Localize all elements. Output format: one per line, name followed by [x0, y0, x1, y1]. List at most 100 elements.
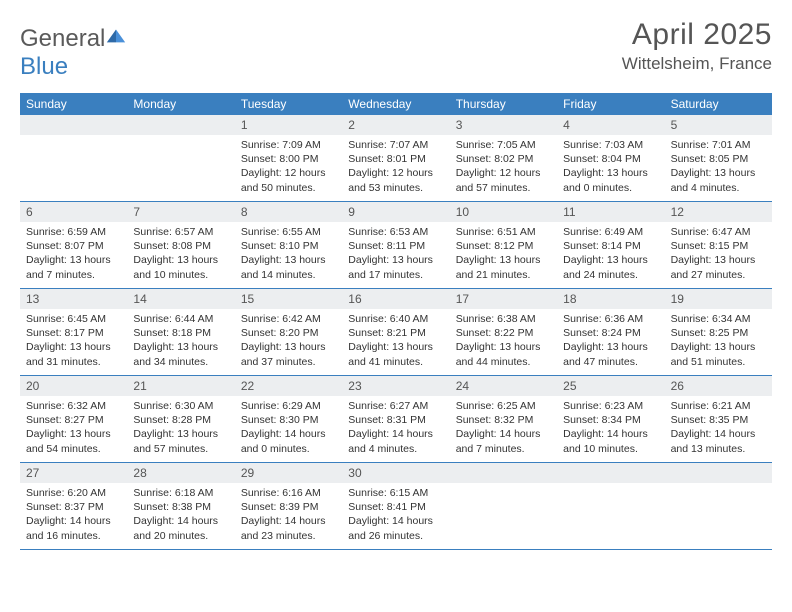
sunrise-line: Sunrise: 6:47 AM — [671, 225, 766, 239]
brand-name: GeneralBlue — [20, 24, 127, 81]
day-content — [665, 483, 772, 543]
day-content: Sunrise: 7:01 AMSunset: 8:05 PMDaylight:… — [665, 135, 772, 199]
daylight-line: Daylight: 13 hours and 4 minutes. — [671, 166, 766, 194]
daylight-line: Daylight: 14 hours and 7 minutes. — [456, 427, 551, 455]
day-cell: 13Sunrise: 6:45 AMSunset: 8:17 PMDayligh… — [20, 289, 127, 375]
day-content: Sunrise: 6:42 AMSunset: 8:20 PMDaylight:… — [235, 309, 342, 373]
week-row: 27Sunrise: 6:20 AMSunset: 8:37 PMDayligh… — [20, 463, 772, 550]
sunset-line: Sunset: 8:05 PM — [671, 152, 766, 166]
day-content: Sunrise: 6:15 AMSunset: 8:41 PMDaylight:… — [342, 483, 449, 547]
daylight-line: Daylight: 14 hours and 0 minutes. — [241, 427, 336, 455]
day-cell: 20Sunrise: 6:32 AMSunset: 8:27 PMDayligh… — [20, 376, 127, 462]
day-content: Sunrise: 7:07 AMSunset: 8:01 PMDaylight:… — [342, 135, 449, 199]
day-cell: 22Sunrise: 6:29 AMSunset: 8:30 PMDayligh… — [235, 376, 342, 462]
sunrise-line: Sunrise: 6:44 AM — [133, 312, 228, 326]
day-cell: 28Sunrise: 6:18 AMSunset: 8:38 PMDayligh… — [127, 463, 234, 549]
day-number: 1 — [235, 115, 342, 135]
sunrise-line: Sunrise: 6:45 AM — [26, 312, 121, 326]
sunrise-line: Sunrise: 6:20 AM — [26, 486, 121, 500]
day-content: Sunrise: 7:03 AMSunset: 8:04 PMDaylight:… — [557, 135, 664, 199]
month-title: April 2025 — [622, 18, 772, 52]
day-cell: 17Sunrise: 6:38 AMSunset: 8:22 PMDayligh… — [450, 289, 557, 375]
brand-name-part1: General — [20, 25, 105, 52]
sunset-line: Sunset: 8:00 PM — [241, 152, 336, 166]
day-content: Sunrise: 6:16 AMSunset: 8:39 PMDaylight:… — [235, 483, 342, 547]
day-cell: 19Sunrise: 6:34 AMSunset: 8:25 PMDayligh… — [665, 289, 772, 375]
day-number: 11 — [557, 202, 664, 222]
day-number: 10 — [450, 202, 557, 222]
week-row: 1Sunrise: 7:09 AMSunset: 8:00 PMDaylight… — [20, 115, 772, 202]
day-number: 7 — [127, 202, 234, 222]
sunrise-line: Sunrise: 7:07 AM — [348, 138, 443, 152]
title-block: April 2025 Wittelsheim, France — [622, 18, 772, 74]
daylight-line: Daylight: 13 hours and 57 minutes. — [133, 427, 228, 455]
day-content — [127, 135, 234, 195]
day-number: 12 — [665, 202, 772, 222]
day-content: Sunrise: 6:38 AMSunset: 8:22 PMDaylight:… — [450, 309, 557, 373]
day-number: 28 — [127, 463, 234, 483]
day-content: Sunrise: 6:21 AMSunset: 8:35 PMDaylight:… — [665, 396, 772, 460]
sunset-line: Sunset: 8:27 PM — [26, 413, 121, 427]
day-content: Sunrise: 6:34 AMSunset: 8:25 PMDaylight:… — [665, 309, 772, 373]
sunrise-line: Sunrise: 7:09 AM — [241, 138, 336, 152]
sunset-line: Sunset: 8:34 PM — [563, 413, 658, 427]
day-number: 2 — [342, 115, 449, 135]
sunset-line: Sunset: 8:02 PM — [456, 152, 551, 166]
sunrise-line: Sunrise: 6:21 AM — [671, 399, 766, 413]
sunset-line: Sunset: 8:01 PM — [348, 152, 443, 166]
day-cell: 12Sunrise: 6:47 AMSunset: 8:15 PMDayligh… — [665, 202, 772, 288]
weekday-header: Sunday — [20, 93, 127, 115]
week-row: 20Sunrise: 6:32 AMSunset: 8:27 PMDayligh… — [20, 376, 772, 463]
daylight-line: Daylight: 12 hours and 57 minutes. — [456, 166, 551, 194]
day-cell: 16Sunrise: 6:40 AMSunset: 8:21 PMDayligh… — [342, 289, 449, 375]
sunset-line: Sunset: 8:07 PM — [26, 239, 121, 253]
day-content — [557, 483, 664, 543]
day-cell: 26Sunrise: 6:21 AMSunset: 8:35 PMDayligh… — [665, 376, 772, 462]
day-cell — [450, 463, 557, 549]
sunrise-line: Sunrise: 6:36 AM — [563, 312, 658, 326]
day-cell — [665, 463, 772, 549]
day-number: 29 — [235, 463, 342, 483]
sunset-line: Sunset: 8:28 PM — [133, 413, 228, 427]
day-content — [20, 135, 127, 195]
daylight-line: Daylight: 12 hours and 50 minutes. — [241, 166, 336, 194]
day-content — [450, 483, 557, 543]
sunrise-line: Sunrise: 6:59 AM — [26, 225, 121, 239]
day-cell: 29Sunrise: 6:16 AMSunset: 8:39 PMDayligh… — [235, 463, 342, 549]
sunset-line: Sunset: 8:37 PM — [26, 500, 121, 514]
week-row: 6Sunrise: 6:59 AMSunset: 8:07 PMDaylight… — [20, 202, 772, 289]
day-number — [450, 463, 557, 483]
day-number: 18 — [557, 289, 664, 309]
day-number — [20, 115, 127, 135]
sunrise-line: Sunrise: 6:38 AM — [456, 312, 551, 326]
sunset-line: Sunset: 8:31 PM — [348, 413, 443, 427]
day-content: Sunrise: 6:30 AMSunset: 8:28 PMDaylight:… — [127, 396, 234, 460]
sunset-line: Sunset: 8:38 PM — [133, 500, 228, 514]
sunset-line: Sunset: 8:35 PM — [671, 413, 766, 427]
sunrise-line: Sunrise: 6:23 AM — [563, 399, 658, 413]
day-cell: 11Sunrise: 6:49 AMSunset: 8:14 PMDayligh… — [557, 202, 664, 288]
daylight-line: Daylight: 13 hours and 37 minutes. — [241, 340, 336, 368]
sunrise-line: Sunrise: 6:15 AM — [348, 486, 443, 500]
day-content: Sunrise: 6:36 AMSunset: 8:24 PMDaylight:… — [557, 309, 664, 373]
day-number — [127, 115, 234, 135]
daylight-line: Daylight: 13 hours and 34 minutes. — [133, 340, 228, 368]
day-number: 16 — [342, 289, 449, 309]
day-content: Sunrise: 7:05 AMSunset: 8:02 PMDaylight:… — [450, 135, 557, 199]
weeks-container: 1Sunrise: 7:09 AMSunset: 8:00 PMDaylight… — [20, 115, 772, 550]
sunrise-line: Sunrise: 6:29 AM — [241, 399, 336, 413]
day-number: 22 — [235, 376, 342, 396]
daylight-line: Daylight: 13 hours and 17 minutes. — [348, 253, 443, 281]
daylight-line: Daylight: 13 hours and 7 minutes. — [26, 253, 121, 281]
sunrise-line: Sunrise: 6:32 AM — [26, 399, 121, 413]
sunrise-line: Sunrise: 6:49 AM — [563, 225, 658, 239]
day-cell: 5Sunrise: 7:01 AMSunset: 8:05 PMDaylight… — [665, 115, 772, 201]
day-cell: 18Sunrise: 6:36 AMSunset: 8:24 PMDayligh… — [557, 289, 664, 375]
day-number: 19 — [665, 289, 772, 309]
sunset-line: Sunset: 8:04 PM — [563, 152, 658, 166]
day-number: 9 — [342, 202, 449, 222]
sunrise-line: Sunrise: 6:34 AM — [671, 312, 766, 326]
day-cell: 1 Sunrise: 7:09 AMSunset: 8:00 PMDaylight… — [235, 115, 342, 201]
weekday-header: Saturday — [665, 93, 772, 115]
weekday-header: Monday — [127, 93, 234, 115]
